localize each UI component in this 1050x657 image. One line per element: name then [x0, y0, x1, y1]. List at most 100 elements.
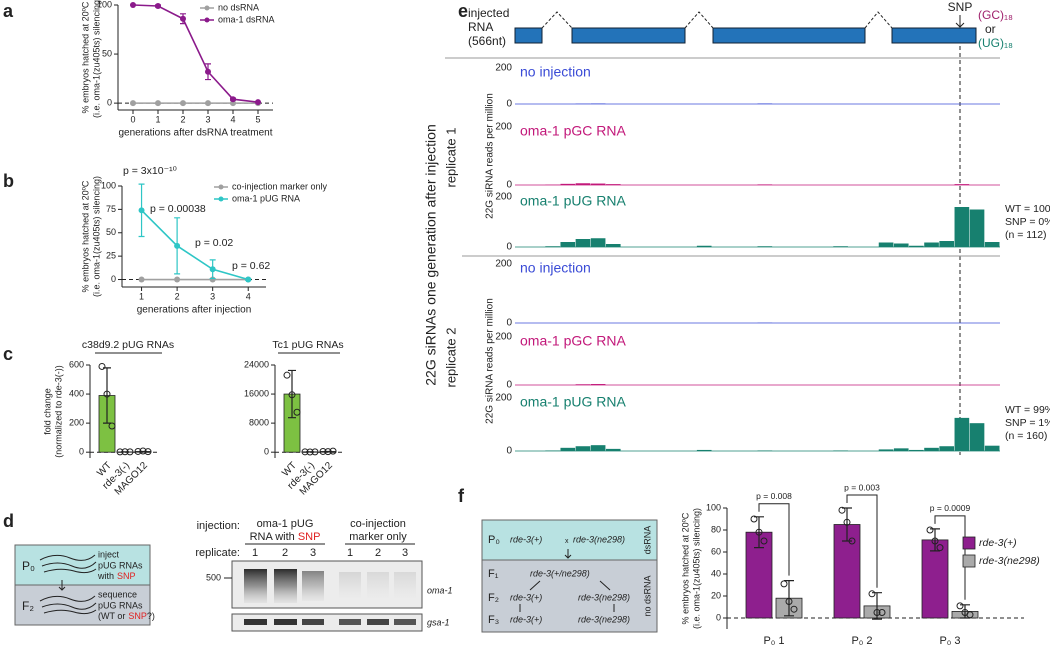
generation-label: P₀ [488, 534, 500, 546]
data-point [174, 242, 181, 249]
coverage-bar [909, 245, 924, 247]
gel-band [302, 619, 324, 625]
y-axis-label: (normalized to rde-3(-)) [53, 365, 63, 458]
y-tick-label: 200 [495, 259, 512, 270]
replicate-point [116, 448, 124, 456]
y-tick-label: 24000 [244, 359, 269, 369]
snp-text: SNP [117, 571, 136, 581]
replicate-point [956, 602, 964, 610]
error-bar [288, 369, 296, 419]
y-tick-label: 0 [506, 380, 512, 391]
y-axis-label: 22G siRNA reads per million [485, 298, 496, 424]
gene-label: oma-1 [427, 585, 453, 595]
data-point [180, 100, 186, 107]
replicate-point [755, 528, 763, 536]
lane-label: 1 [252, 547, 258, 559]
legend-label: oma-1 dsRNA [218, 14, 275, 24]
y-tick-label: 200 [495, 393, 512, 404]
x-tick-label: P₀ 1 [763, 635, 784, 647]
data-point [205, 100, 211, 107]
coverage-bar [575, 446, 591, 451]
y-tick-label: 50 [102, 48, 112, 58]
exon [891, 27, 977, 44]
y-axis-label: 22G siRNA reads per million [485, 93, 496, 219]
coverage-bar [590, 384, 606, 385]
gel-band [274, 569, 297, 603]
y-tick-label: 0 [506, 180, 512, 191]
genotype: rde-3(ne298) [578, 592, 630, 602]
chart-title: Tc1 pUG RNAs [272, 339, 343, 351]
x-tick-label: 4 [246, 291, 251, 301]
genotype: rde-3(+/ne298) [530, 568, 590, 578]
track-label: oma-1 pGC RNA [520, 333, 626, 349]
coverage-bar [969, 209, 985, 247]
replicate-point [108, 422, 116, 430]
replicate-point [760, 537, 768, 545]
gel-header: replicate: [195, 547, 240, 559]
significance-bracket [846, 494, 878, 588]
y-axis-label: (i.e. oma-1(zu405ts) silencing) [691, 508, 701, 629]
gel-band [274, 619, 297, 625]
coverage-bar [954, 184, 970, 185]
x-axis-label: generations after injection [137, 305, 252, 316]
data-point [130, 100, 136, 107]
replicate-point [868, 590, 876, 598]
gel [231, 613, 423, 632]
y-tick-label: 0 [506, 242, 512, 253]
arrow [529, 580, 611, 591]
y-axis-label: % embryos hatched at 20ºC [80, 1, 90, 113]
coverage-bar [893, 448, 909, 451]
coverage-bar [757, 450, 773, 451]
coverage-bar [545, 450, 560, 451]
gel-band [394, 572, 416, 598]
data-point [130, 2, 136, 8]
exon [514, 27, 543, 44]
gel-band [302, 571, 324, 601]
coverage-bar [605, 244, 621, 247]
step-text: with SNP [97, 571, 136, 581]
replicate-point [126, 448, 134, 456]
replicate-point [301, 448, 309, 456]
y-tick-label: 400 [69, 388, 84, 398]
y-axis-label: % embryos hatched at 20ºC [680, 512, 690, 624]
significance-bracket [758, 503, 790, 576]
replicate-point [283, 371, 291, 379]
y-tick-label: 200 [495, 122, 512, 133]
arrow [564, 549, 572, 559]
panel-label: b [3, 171, 14, 191]
gel-band [394, 619, 416, 625]
y-axis-label: (i.e. oma-1(zu405ts) silencing) [91, 176, 101, 297]
replicate-point [780, 580, 788, 588]
chart-title: c38d9.2 pUG RNAs [82, 339, 174, 351]
y-axis-label: fold change [42, 388, 52, 435]
replicate-point [103, 390, 111, 398]
gel-header: marker only [349, 531, 407, 543]
step-text: inject [98, 549, 120, 559]
panel-label: d [3, 511, 14, 531]
annotation: (n = 112) [1005, 229, 1047, 241]
step-text: pUG RNAs [98, 560, 143, 570]
generation-label: F₂ [22, 599, 34, 613]
legend-swatch [204, 5, 210, 11]
coverage-bar [696, 245, 712, 247]
data-point [245, 276, 252, 283]
x-tick-label: 3 [205, 114, 210, 124]
chart-title: 22G siRNAs one generation after injectio… [423, 124, 439, 385]
replicate-point [306, 448, 314, 456]
diagram-box [481, 519, 658, 561]
panel-label: f [458, 486, 465, 506]
intron [541, 11, 893, 29]
coverage-bar [939, 446, 955, 451]
series-line [132, 4, 259, 103]
x-tick-label: 0 [130, 114, 135, 124]
gel-band [244, 619, 267, 625]
replicate-point [926, 526, 934, 534]
genotype: rde-3(ne298) [573, 534, 625, 544]
exon [712, 27, 866, 44]
data-point [174, 276, 181, 283]
gene-label: gsa-1 [427, 617, 450, 627]
error-bar [930, 528, 940, 552]
tail-label: or [985, 22, 996, 36]
annotation: WT = 99% [1005, 404, 1050, 416]
